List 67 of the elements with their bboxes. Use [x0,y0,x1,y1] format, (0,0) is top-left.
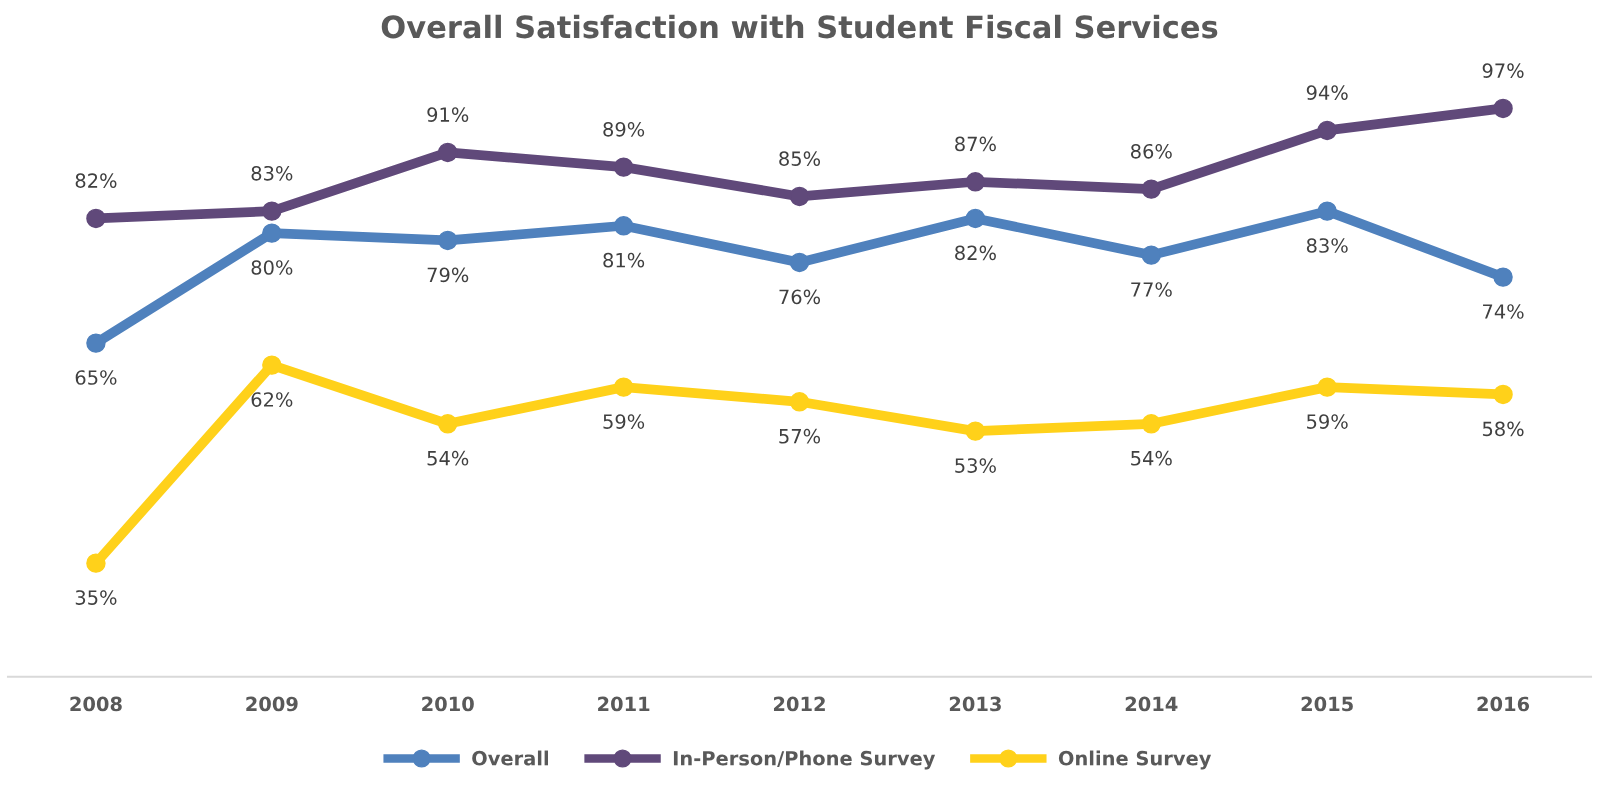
data-label: 83% [251,165,293,181]
data-label: 89% [603,121,645,137]
legend-label: Overall [472,750,549,766]
data-label: 74% [1483,304,1524,319]
data-label: 62% [251,392,293,407]
x-tick-label: 2012 [773,696,825,712]
data-label: 81% [603,252,645,268]
x-tick-label: 2016 [1477,696,1530,712]
x-tick-label: 2010 [422,696,474,712]
point [965,208,986,229]
point [1141,414,1162,434]
point [86,553,106,573]
x-tick-label: 2011 [598,696,650,712]
point [965,421,986,441]
data-label: 57% [779,428,821,444]
point [1317,201,1337,221]
point [613,216,634,236]
x-tick-label: 2014 [1125,696,1178,712]
data-label: 76% [779,289,821,305]
point [437,230,458,251]
point [613,377,634,397]
data-label: 77% [1131,282,1172,297]
point [1493,384,1513,405]
data-label: 97% [1482,63,1524,78]
point [1141,245,1162,265]
point [437,142,458,163]
data-label: 54% [427,450,469,466]
data-label: 35% [75,590,117,605]
legend-label: In-Person/Phone Survey [673,750,936,770]
x-tick-label: 2008 [70,696,122,712]
data-label: 91% [427,107,469,122]
x-tick-label: 2013 [949,696,1001,712]
point [1493,267,1513,287]
point [437,414,458,434]
point [965,172,986,192]
data-label: 82% [955,245,996,261]
data-label: 59% [1307,414,1348,429]
point [262,201,282,221]
data-label: 94% [1306,85,1348,100]
chart-title: Overall Satisfaction with Student Fiscal Services [381,14,1218,39]
point [262,223,282,243]
data-label: 86% [1130,143,1172,159]
point [789,252,810,273]
point [789,392,810,412]
data-label: 80% [251,260,293,275]
point [1141,179,1162,199]
point [1317,377,1337,397]
data-label: 53% [955,458,996,473]
point [1317,120,1337,141]
data-label: 54% [1131,450,1172,466]
legend-label: Online Survey [1058,750,1212,770]
data-label: 87% [955,136,996,152]
data-label: 85% [779,151,821,166]
point [613,157,634,177]
point [262,355,282,375]
point [86,333,106,353]
x-tick-label: 2015 [1301,696,1353,712]
point [789,186,810,207]
data-label: 65% [75,370,117,385]
x-tick-label: 2009 [246,696,298,712]
data-label: 79% [427,267,469,283]
point [86,208,106,229]
data-label: 58% [1482,421,1524,437]
point [1493,98,1513,119]
data-label: 59% [603,414,645,429]
data-label: 83% [1306,238,1348,253]
data-label: 82% [75,173,117,188]
